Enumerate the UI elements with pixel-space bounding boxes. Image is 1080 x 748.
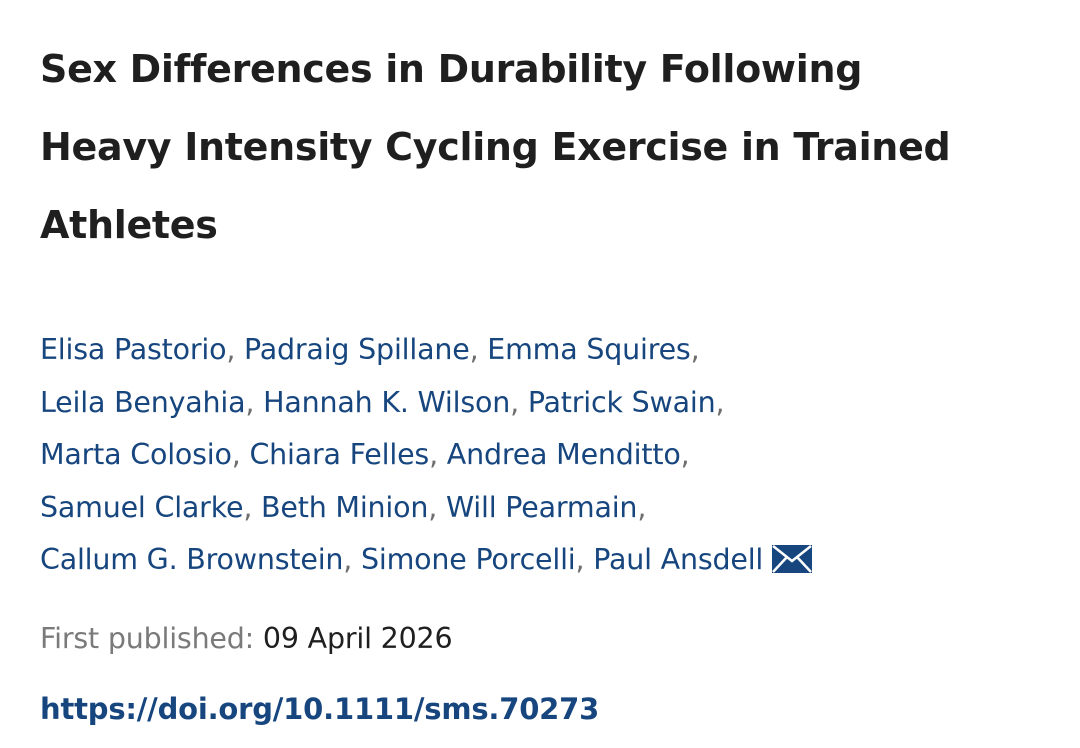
author-separator: , xyxy=(343,543,353,576)
published-date: 09 April 2026 xyxy=(262,621,453,655)
title-line: Athletes xyxy=(40,203,218,247)
author-row: Marta Colosio, Chiara Felles, Andrea Men… xyxy=(40,429,1050,482)
title-line: Heavy Intensity Cycling Exercise in Trai… xyxy=(40,125,951,169)
author-separator: , xyxy=(429,438,438,471)
article-header: Sex Differences in Durability Following … xyxy=(40,30,1050,729)
author-link[interactable]: Patrick Swain xyxy=(527,385,716,419)
author-link[interactable]: Beth Minion xyxy=(261,490,429,524)
author-link[interactable]: Marta Colosio xyxy=(40,438,232,471)
publication-date: First published: 09 April 2026 xyxy=(40,619,1050,659)
author-row: Callum G. Brownstein, Simone Porcelli, P… xyxy=(40,534,1050,587)
author-row: Elisa Pastorio, Padraig Spillane, Emma S… xyxy=(40,324,1050,377)
author-link[interactable]: Simone Porcelli xyxy=(361,543,576,576)
title-line: Sex Differences in Durability Following xyxy=(40,47,863,91)
envelope-icon[interactable] xyxy=(771,539,813,573)
author-link[interactable]: Leila Benyahia xyxy=(40,385,246,419)
author-separator: , xyxy=(469,333,479,366)
author-link[interactable]: Elisa Pastorio xyxy=(40,333,227,366)
author-link[interactable]: Andrea Menditto xyxy=(446,438,681,471)
author-separator: , xyxy=(245,385,255,419)
author-separator: , xyxy=(243,490,253,524)
author-link[interactable]: Paul Ansdell xyxy=(593,543,764,576)
author-row: Leila Benyahia, Hannah K. Wilson, Patric… xyxy=(40,377,1050,430)
author-link[interactable]: Padraig Spillane xyxy=(244,333,470,366)
author-separator: , xyxy=(637,490,647,524)
author-separator: , xyxy=(715,385,725,419)
author-list: Elisa Pastorio, Padraig Spillane, Emma S… xyxy=(40,324,1050,587)
author-separator: , xyxy=(510,385,519,419)
author-link[interactable]: Callum G. Brownstein xyxy=(40,543,344,576)
article-title: Sex Differences in Durability Following … xyxy=(40,30,1050,264)
author-link[interactable]: Will Pearmain xyxy=(445,490,638,524)
doi-link[interactable]: https://doi.org/10.1111/sms.70273 xyxy=(40,691,600,726)
author-link[interactable]: Samuel Clarke xyxy=(40,490,244,524)
author-separator: , xyxy=(575,543,585,576)
author-separator: , xyxy=(226,333,236,366)
author-link[interactable]: Chiara Felles xyxy=(249,438,430,471)
published-label: First published: xyxy=(40,621,255,655)
author-separator: , xyxy=(680,438,690,471)
author-row: Samuel Clarke, Beth Minion, Will Pearmai… xyxy=(40,482,1050,535)
author-separator: , xyxy=(428,490,438,524)
author-separator: , xyxy=(690,333,700,366)
author-separator: , xyxy=(231,438,241,471)
author-link[interactable]: Emma Squires xyxy=(487,333,691,366)
author-link[interactable]: Hannah K. Wilson xyxy=(263,385,511,419)
